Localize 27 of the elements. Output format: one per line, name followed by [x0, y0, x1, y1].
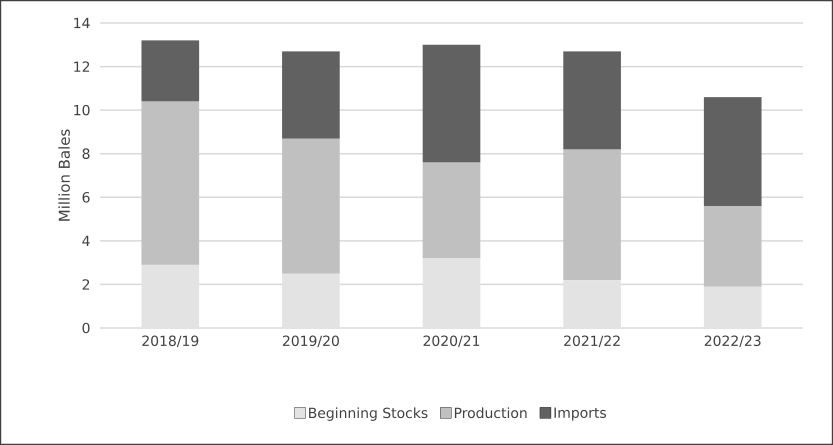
y-tick-label: 8 — [82, 148, 90, 159]
y-tick-label: 4 — [82, 236, 90, 246]
bar — [704, 206, 762, 287]
bar — [141, 40, 200, 102]
bar — [704, 97, 762, 206]
y-tick-label: 2 — [82, 279, 90, 290]
y-tick-label: 0 — [82, 322, 90, 334]
y-tick-label: 10 — [74, 104, 90, 116]
bar — [422, 44, 480, 162]
bar — [282, 51, 340, 138]
bar — [563, 149, 621, 280]
y-tick-label: 12 — [74, 61, 90, 72]
bar — [141, 101, 200, 265]
legend-label: Beginning Stocks — [309, 407, 428, 421]
y-axis-title: Million Bales — [58, 130, 70, 221]
x-tick-label: 2020/21 — [424, 336, 480, 348]
x-tick-label: 2021/22 — [564, 336, 620, 348]
x-tick-label: 2019/20 — [282, 336, 339, 348]
x-tick-label: 2018/19 — [142, 336, 198, 348]
bar — [563, 51, 621, 150]
x-tick-label: 2022/23 — [704, 336, 761, 348]
y-tick-label: 14 — [74, 18, 90, 28]
legend-label: Production — [454, 407, 527, 418]
y-tick-label: 6 — [82, 192, 90, 203]
bar — [282, 138, 340, 274]
bar — [422, 162, 480, 258]
legend-label: Imports — [554, 408, 606, 421]
